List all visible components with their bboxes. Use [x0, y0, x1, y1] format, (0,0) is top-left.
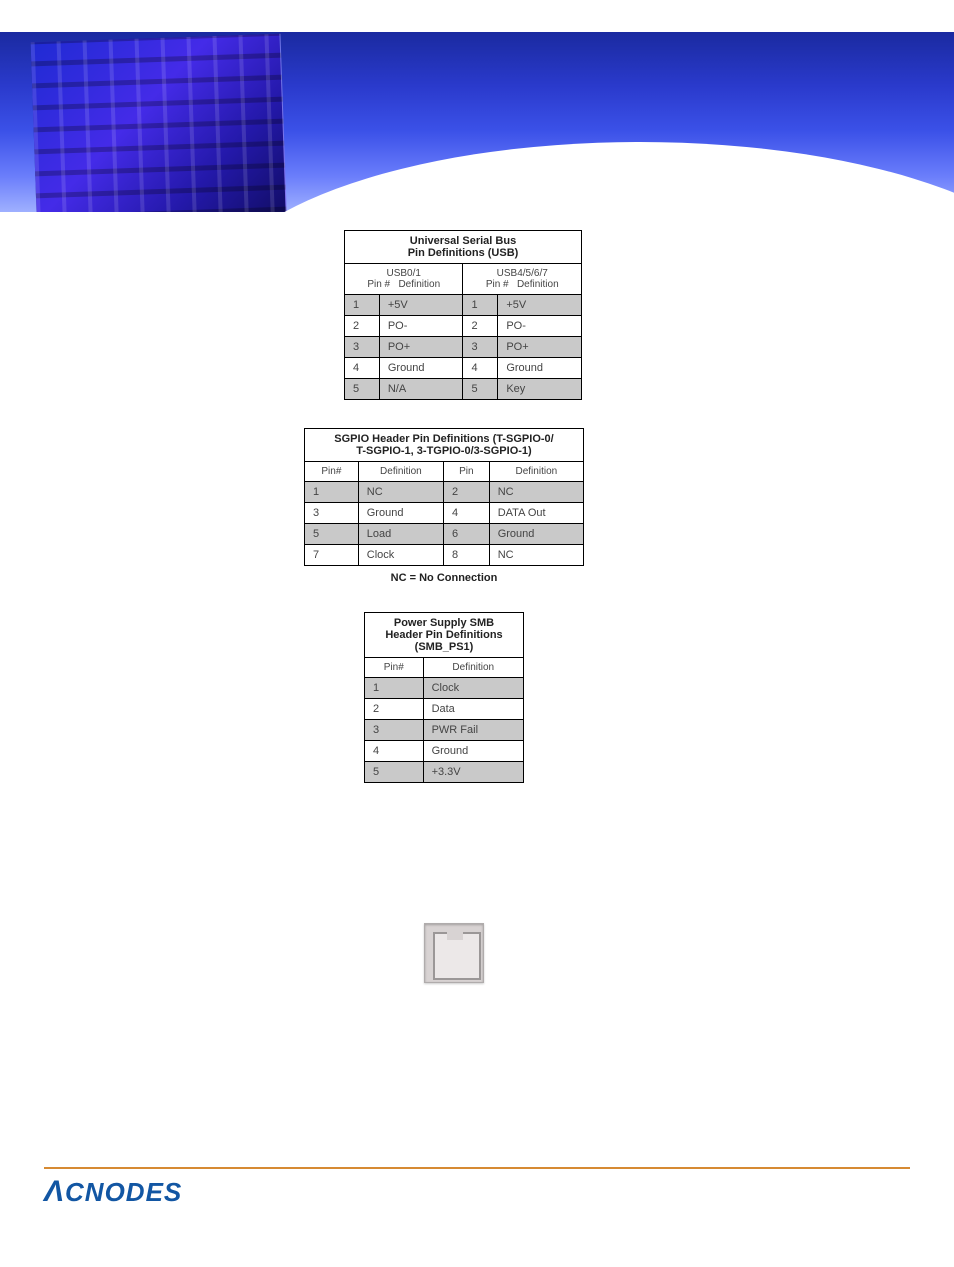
- table-row: 3PO+3PO+: [345, 337, 582, 358]
- port-illustration: [424, 923, 484, 983]
- table-cell: Ground: [498, 358, 582, 379]
- table-cell: 4: [444, 503, 490, 524]
- table-cell: 5: [345, 379, 380, 400]
- table-cell: PO+: [498, 337, 582, 358]
- usb-right-header: USB4/5/6/7 Pin # Definition: [463, 264, 582, 295]
- table-cell: 7: [305, 545, 359, 566]
- table-cell: PO-: [498, 316, 582, 337]
- table-row: 1NC2NC: [305, 482, 584, 503]
- table-cell: 5: [305, 524, 359, 545]
- usb-table-title: Universal Serial Bus Pin Definitions (US…: [345, 231, 582, 264]
- table-row: 1+5V1+5V: [345, 295, 582, 316]
- sgpio-col-def-r: Definition: [489, 462, 583, 482]
- sgpio-table-title: SGPIO Header Pin Definitions (T-SGPIO-0/…: [305, 429, 584, 462]
- banner-photo: [31, 34, 288, 212]
- table-cell: Load: [358, 524, 443, 545]
- table-row: 2PO-2PO-: [345, 316, 582, 337]
- table-row: 1Clock: [365, 678, 524, 699]
- table-cell: PO+: [379, 337, 463, 358]
- table-cell: +5V: [379, 295, 463, 316]
- table-cell: 3: [463, 337, 498, 358]
- table-cell: Key: [498, 379, 582, 400]
- table-row: 4Ground4Ground: [345, 358, 582, 379]
- table-row: 7Clock8NC: [305, 545, 584, 566]
- table-cell: 3: [345, 337, 380, 358]
- table-cell: Ground: [358, 503, 443, 524]
- table-cell: Ground: [489, 524, 583, 545]
- table-cell: +5V: [498, 295, 582, 316]
- usb-left-header: USB0/1 Pin # Definition: [345, 264, 463, 295]
- table-cell: PO-: [379, 316, 463, 337]
- table-cell: 5: [463, 379, 498, 400]
- smb-col-def: Definition: [423, 658, 523, 678]
- footer: ΛCNODES: [44, 1167, 910, 1209]
- table-row: 3Ground4DATA Out: [305, 503, 584, 524]
- table-cell: 2: [444, 482, 490, 503]
- table-row: 5+3.3V: [365, 762, 524, 783]
- table-cell: 3: [305, 503, 359, 524]
- table-cell: 1: [345, 295, 380, 316]
- usb-pin-table: Universal Serial Bus Pin Definitions (US…: [344, 230, 582, 400]
- sgpio-col-pin-r: Pin: [444, 462, 490, 482]
- brand-logo: ΛCNODES: [44, 1175, 910, 1209]
- table-cell: NC: [358, 482, 443, 503]
- table-cell: PWR Fail: [423, 720, 523, 741]
- table-cell: +3.3V: [423, 762, 523, 783]
- table-row: 4Ground: [365, 741, 524, 762]
- table-cell: Clock: [358, 545, 443, 566]
- table-cell: 4: [463, 358, 498, 379]
- table-cell: 4: [365, 741, 424, 762]
- table-row: 3PWR Fail: [365, 720, 524, 741]
- table-cell: NC: [489, 545, 583, 566]
- table-cell: 3: [365, 720, 424, 741]
- table-cell: 2: [463, 316, 498, 337]
- table-row: 5N/A5Key: [345, 379, 582, 400]
- table-cell: NC: [489, 482, 583, 503]
- table-cell: Ground: [423, 741, 523, 762]
- table-cell: DATA Out: [489, 503, 583, 524]
- table-cell: 8: [444, 545, 490, 566]
- table-cell: 1: [305, 482, 359, 503]
- table-cell: N/A: [379, 379, 463, 400]
- table-row: 2Data: [365, 699, 524, 720]
- smb-table-title: Power Supply SMB Header Pin Definitions …: [365, 613, 524, 658]
- table-cell: 2: [345, 316, 380, 337]
- table-cell: Data: [423, 699, 523, 720]
- table-cell: 4: [345, 358, 380, 379]
- table-cell: 1: [365, 678, 424, 699]
- sgpio-col-def-l: Definition: [358, 462, 443, 482]
- table-cell: Ground: [379, 358, 463, 379]
- smb-pin-table: Power Supply SMB Header Pin Definitions …: [364, 612, 524, 783]
- logo-text: CNODES: [65, 1177, 182, 1207]
- logo-accent: Λ: [44, 1175, 65, 1208]
- header-banner: [0, 32, 954, 212]
- table-cell: 2: [365, 699, 424, 720]
- sgpio-col-pin-l: Pin#: [305, 462, 359, 482]
- table-cell: 6: [444, 524, 490, 545]
- footer-rule: [44, 1167, 910, 1169]
- table-cell: Clock: [423, 678, 523, 699]
- table-row: 5Load6Ground: [305, 524, 584, 545]
- table-cell: 5: [365, 762, 424, 783]
- sgpio-pin-table: SGPIO Header Pin Definitions (T-SGPIO-0/…: [304, 428, 584, 566]
- table-cell: 1: [463, 295, 498, 316]
- smb-col-pin: Pin#: [365, 658, 424, 678]
- banner-swoosh: [210, 142, 954, 212]
- sgpio-footnote: NC = No Connection: [304, 572, 584, 584]
